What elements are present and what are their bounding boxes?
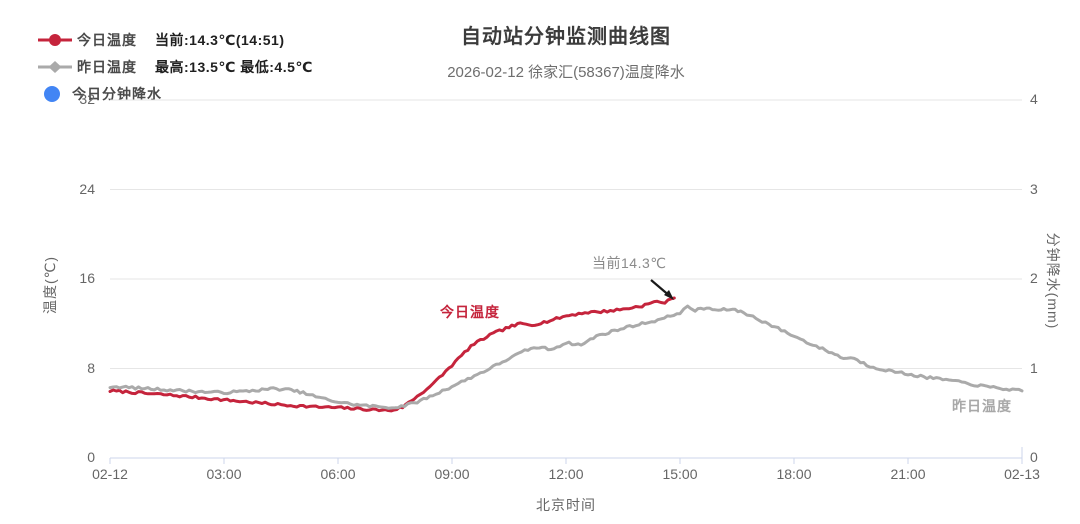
y-right-tick-label: 3 [1030, 181, 1038, 197]
legend-label: 昨日温度 [77, 58, 137, 75]
y-left-tick-label: 24 [79, 181, 95, 197]
y-right-tick-label: 4 [1030, 91, 1038, 107]
x-tick-label: 03:00 [206, 466, 242, 482]
legend-label: 今日温度 [77, 31, 137, 48]
today-line-marker-icon [38, 33, 72, 46]
left-axis-title: 温度(℃) [42, 255, 58, 315]
x-tick-label: 02-13 [1004, 466, 1040, 482]
y-left-tick-label: 8 [87, 360, 95, 376]
yesterday-series-label: 昨日温度 [952, 398, 1012, 414]
y-right-tick-label: 2 [1030, 270, 1038, 286]
legend-item-today[interactable]: 今日温度 当前:14.3℃(14:51) [38, 26, 313, 53]
legend-item-yesterday[interactable]: 昨日温度 最高:13.5℃ 最低:4.5℃ [38, 53, 313, 80]
today-series-label: 今日温度 [440, 304, 500, 320]
legend-stat: 当前:14.3℃(14:51) [155, 31, 285, 48]
page-subtitle: 2026-02-12 徐家汇(58367)温度降水 [447, 64, 685, 81]
y-left-tick-label: 32 [79, 91, 95, 107]
current-value-annotation: 当前14.3℃ [592, 255, 667, 271]
legend-item-precip[interactable]: 今日分钟降水 [38, 80, 313, 107]
annotation-arrowhead [664, 290, 674, 300]
right-axis-title: 分钟降水(mm) [1045, 232, 1061, 330]
x-axis-title: 北京时间 [536, 497, 596, 513]
x-tick-label: 06:00 [320, 466, 356, 482]
x-tick-label: 18:00 [776, 466, 812, 482]
legend: 今日温度 当前:14.3℃(14:51) 昨日温度 最高:13.5℃ 最低:4.… [38, 26, 313, 107]
legend-label: 今日分钟降水 [72, 85, 162, 102]
y-right-tick-label: 1 [1030, 360, 1038, 376]
yesterday-line-marker-icon [38, 60, 72, 73]
y-left-tick-label: 0 [87, 449, 95, 465]
today-temperature-line[interactable] [108, 296, 676, 413]
y-right-tick-label: 0 [1030, 449, 1038, 465]
yesterday-temperature-line[interactable] [108, 304, 1024, 410]
precip-dot-marker-icon [44, 85, 60, 102]
x-tick-label: 21:00 [890, 466, 926, 482]
legend-stat: 最高:13.5℃ 最低:4.5℃ [155, 58, 313, 75]
x-tick-label: 09:00 [434, 466, 470, 482]
x-tick-label: 15:00 [662, 466, 698, 482]
page-title: 自动站分钟监测曲线图 [461, 26, 671, 48]
x-tick-label: 12:00 [548, 466, 584, 482]
x-tick-label: 02-12 [92, 466, 128, 482]
y-left-tick-label: 16 [79, 270, 95, 286]
